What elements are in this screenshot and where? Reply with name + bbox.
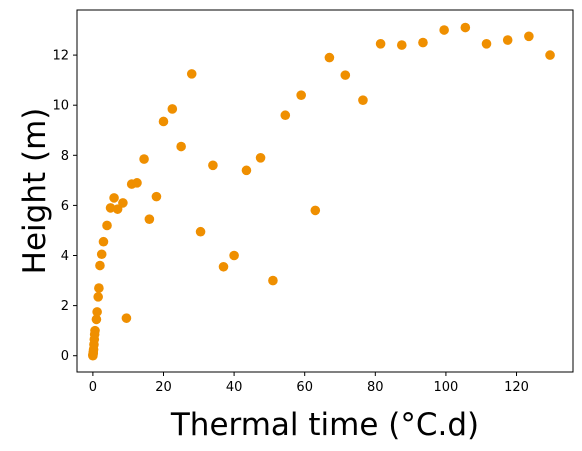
- x-axis-title: Thermal time (°C.d): [170, 407, 479, 443]
- data-point: [158, 116, 169, 127]
- data-point: [109, 193, 119, 203]
- y-tick-label: 6: [61, 199, 69, 214]
- x-tick-label: 40: [226, 380, 243, 395]
- data-point: [121, 313, 132, 323]
- data-point: [502, 35, 513, 45]
- data-point: [310, 205, 321, 216]
- data-point: [396, 40, 407, 50]
- x-tick-label: 0: [89, 380, 97, 395]
- data-point: [460, 22, 471, 33]
- plot-frame: [76, 9, 574, 373]
- data-point: [255, 153, 266, 163]
- data-point: [296, 90, 306, 100]
- data-point: [132, 178, 142, 188]
- data-point: [218, 261, 229, 272]
- data-point: [118, 198, 128, 208]
- data-point: [144, 214, 155, 224]
- data-point: [90, 325, 100, 336]
- data-point: [358, 95, 368, 105]
- data-point: [280, 110, 291, 121]
- data-point: [268, 275, 278, 286]
- data-point: [186, 69, 197, 79]
- data-point: [229, 250, 239, 261]
- y-tick-label: 8: [61, 149, 69, 164]
- data-point: [439, 25, 449, 35]
- y-tick-label: 2: [61, 299, 69, 314]
- x-tick-label: 60: [296, 380, 313, 395]
- y-tick-label: 4: [61, 249, 69, 264]
- data-point: [324, 52, 335, 63]
- data-point: [167, 104, 178, 114]
- data-point: [139, 154, 149, 164]
- data-point: [112, 204, 123, 214]
- y-tick-label: 12: [52, 49, 69, 64]
- data-point: [481, 39, 492, 49]
- y-axis-ticks: 0 2 4 6 8 10 12: [52, 49, 77, 364]
- data-point: [545, 50, 555, 60]
- data-point: [208, 160, 218, 171]
- data-point: [176, 141, 186, 152]
- y-tick-label: 10: [52, 99, 69, 114]
- data-point: [98, 236, 109, 247]
- y-axis-title: Height (m): [17, 108, 53, 275]
- data-point: [91, 314, 102, 325]
- data-point: [94, 283, 104, 293]
- data-point: [93, 292, 103, 302]
- data-point: [524, 31, 534, 42]
- x-axis-ticks: 0 20 40 60 80 100 120: [89, 372, 529, 395]
- data-point: [102, 220, 112, 231]
- data-point: [195, 226, 206, 237]
- data-point: [418, 37, 428, 48]
- data-point: [96, 249, 107, 260]
- x-tick-label: 120: [504, 380, 529, 395]
- data-point: [340, 70, 351, 80]
- y-tick-label: 0: [61, 349, 69, 364]
- x-tick-label: 100: [433, 380, 458, 395]
- x-tick-label: 80: [367, 380, 384, 395]
- data-points: [88, 22, 555, 361]
- data-point: [95, 260, 105, 271]
- x-tick-label: 20: [155, 380, 172, 395]
- data-point: [375, 39, 386, 49]
- data-point: [92, 307, 102, 317]
- data-point: [241, 165, 252, 176]
- data-point: [151, 191, 162, 202]
